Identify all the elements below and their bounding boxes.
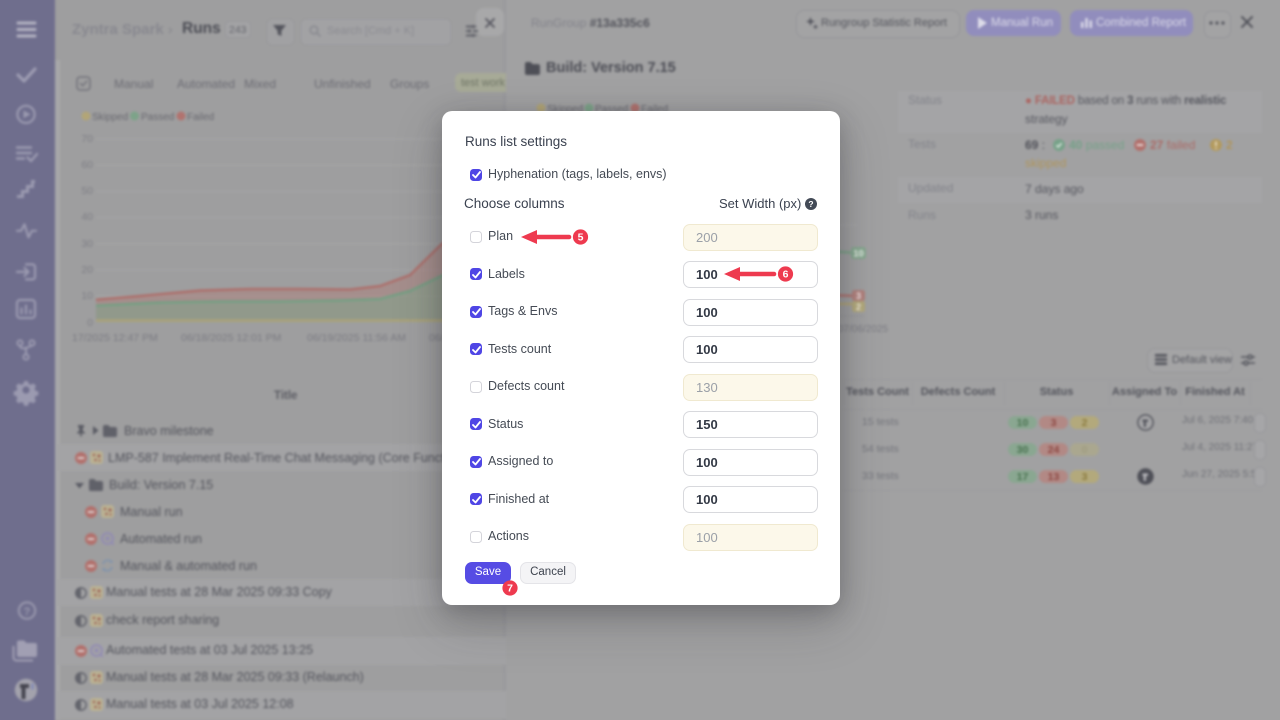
svg-text:Failed: Failed — [187, 112, 214, 123]
svg-text:5: 5 — [578, 232, 584, 244]
svg-text:60: 60 — [81, 159, 93, 171]
svg-text:Passed: Passed — [141, 112, 174, 123]
svg-text:Skipped: Skipped — [92, 112, 128, 123]
svg-text:10: 10 — [853, 249, 864, 260]
svg-text:40: 40 — [81, 211, 93, 223]
svg-text:10: 10 — [81, 290, 93, 302]
svg-text:20: 20 — [81, 264, 93, 276]
svg-text:70: 70 — [81, 133, 93, 145]
svg-text:6: 6 — [783, 269, 789, 281]
svg-text:?: ? — [24, 606, 31, 618]
svg-text:0: 0 — [87, 317, 93, 329]
svg-text:Failed: Failed — [641, 104, 668, 115]
svg-text:Skipped: Skipped — [547, 104, 583, 115]
svg-text:07/06/2025: 07/06/2025 — [838, 324, 888, 335]
svg-text:3: 3 — [856, 291, 861, 302]
svg-text:?: ? — [808, 199, 813, 209]
svg-text:Passed: Passed — [595, 104, 628, 115]
svg-text:30: 30 — [81, 238, 93, 250]
svg-text:7: 7 — [507, 583, 513, 595]
svg-text:2: 2 — [856, 302, 861, 313]
svg-text:50: 50 — [81, 185, 93, 197]
